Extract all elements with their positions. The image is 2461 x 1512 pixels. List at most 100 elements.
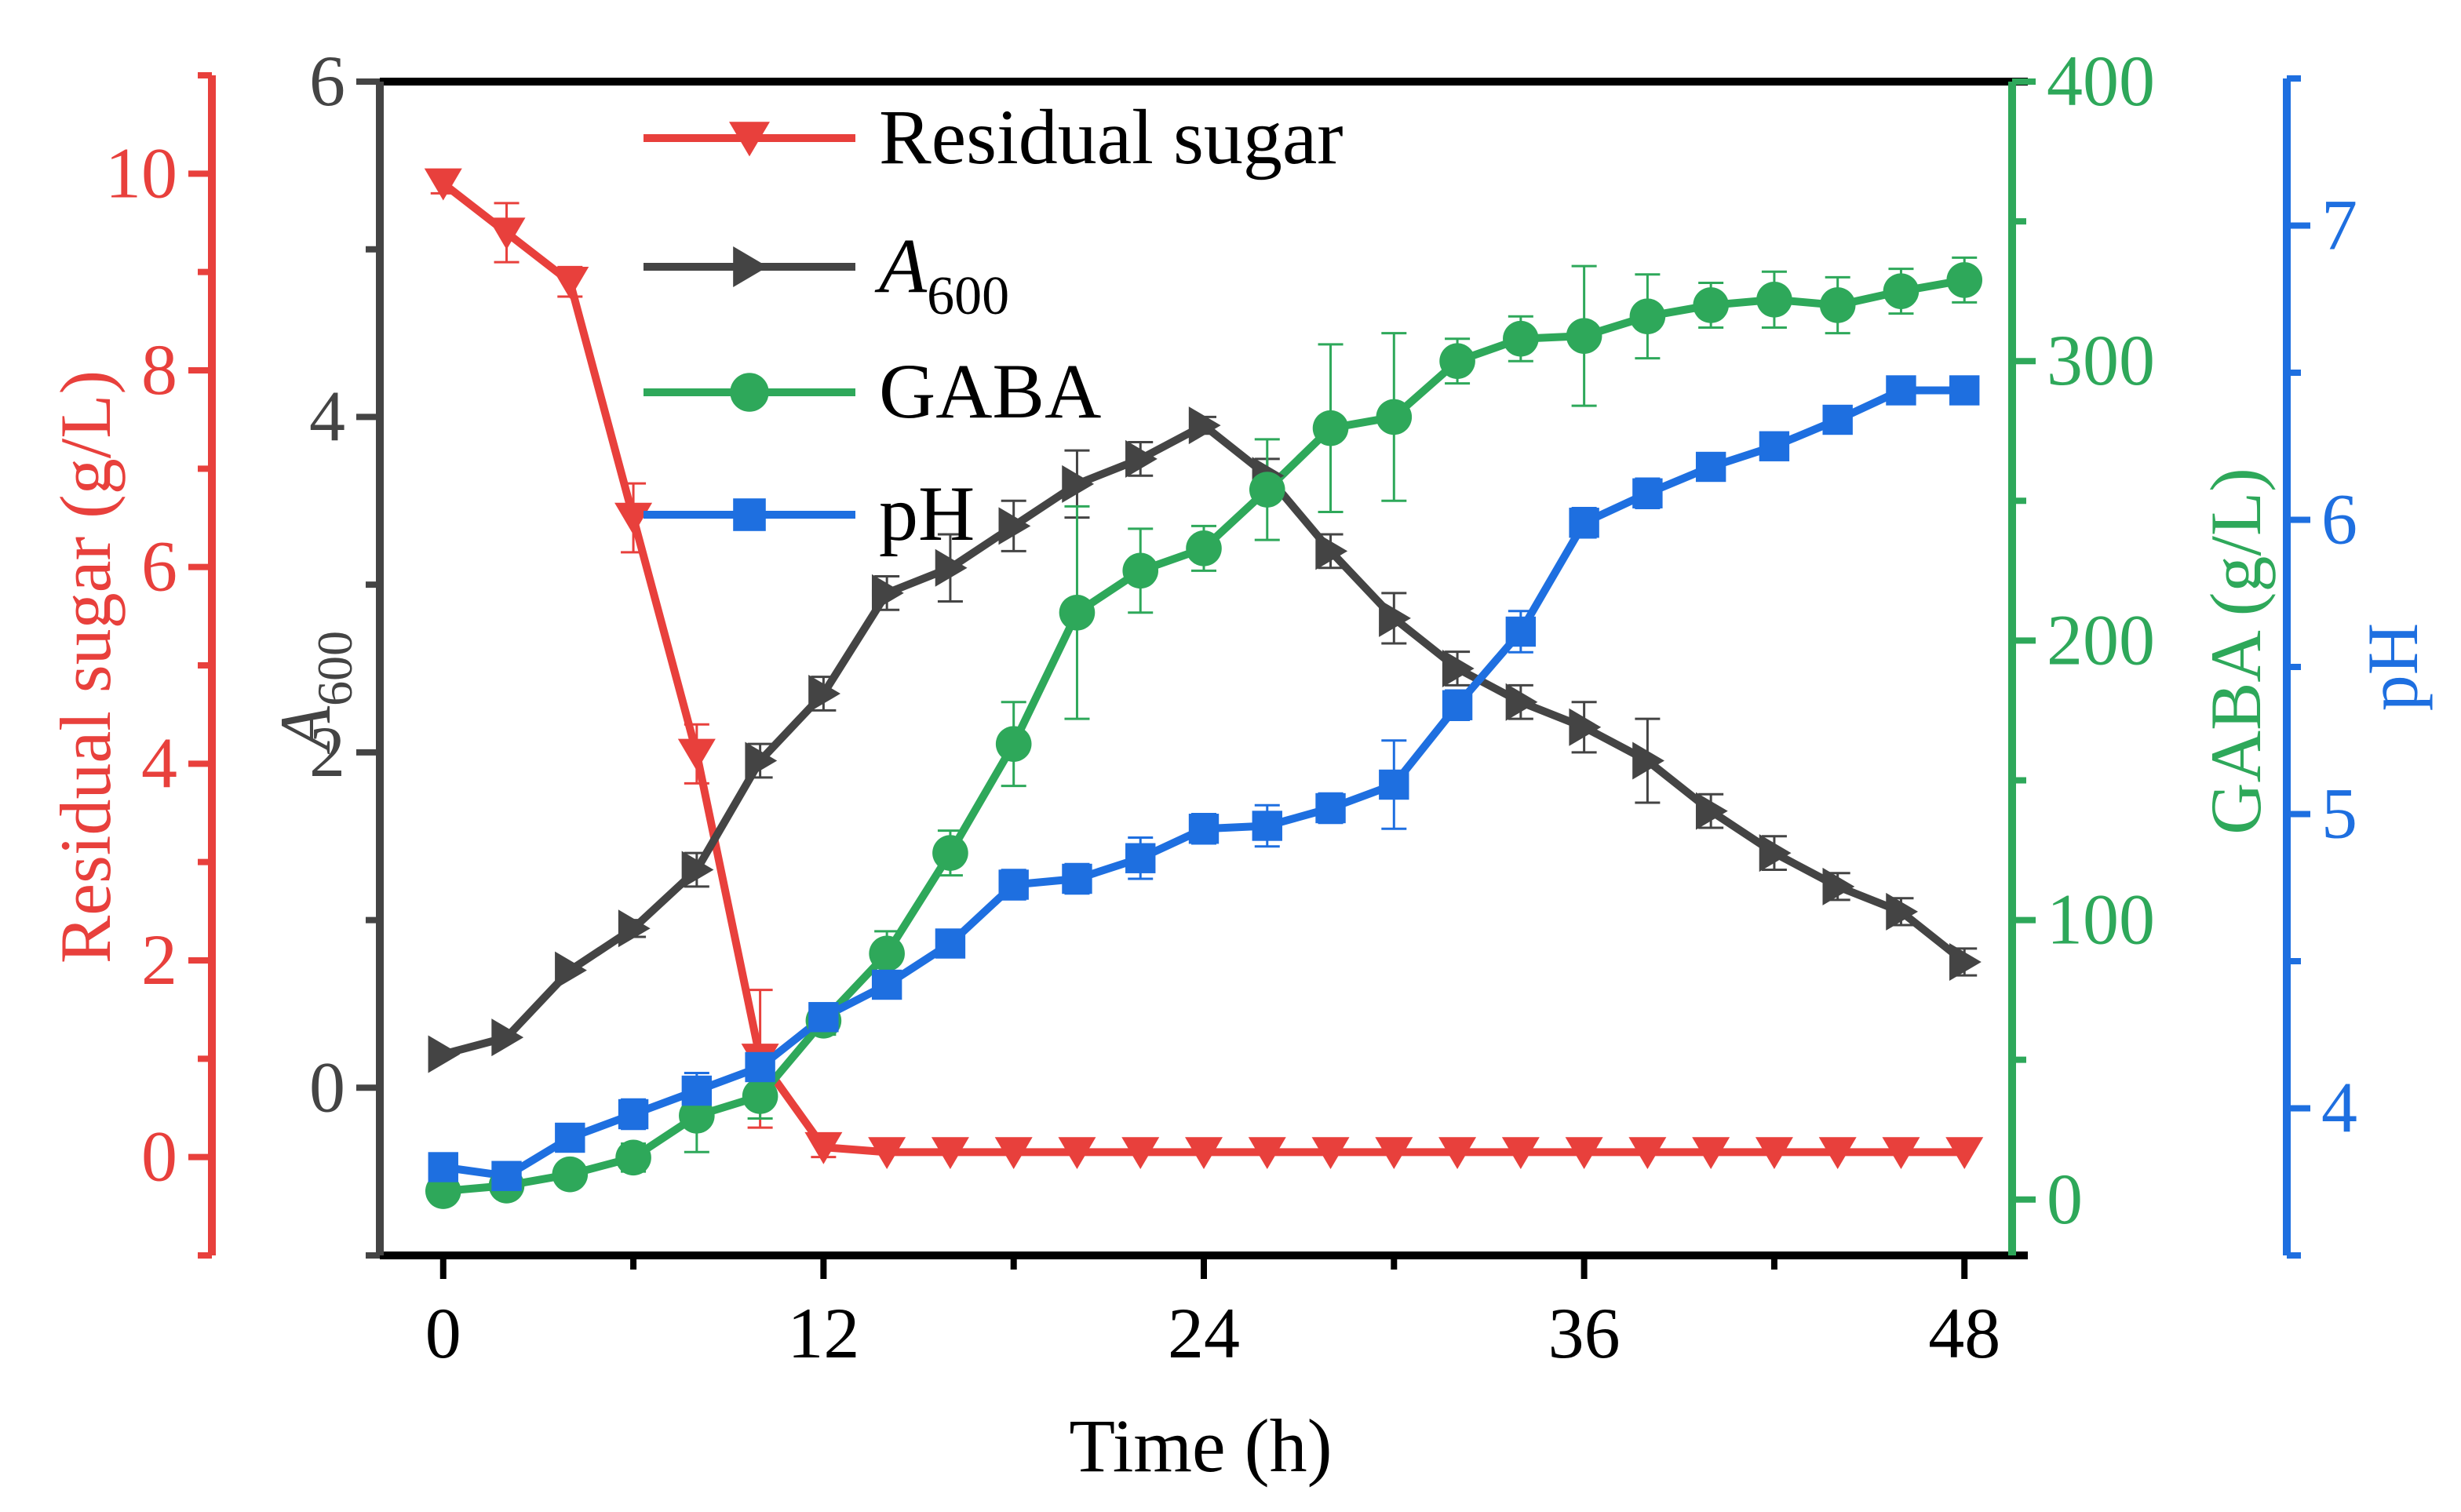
ph-data-point: [808, 1002, 839, 1033]
legend-marker-a600: [733, 246, 768, 287]
sugar-tick-label: 10: [105, 133, 177, 213]
ph-tick-label: 6: [2321, 479, 2357, 559]
ph-data-point: [1822, 404, 1853, 435]
x-tick-label: 36: [1548, 1293, 1621, 1373]
sugar-data-point: [931, 1137, 969, 1169]
ph-data-point: [935, 928, 966, 959]
a600-data-point: [428, 1035, 461, 1073]
sugar-data-point: [1058, 1137, 1096, 1169]
sugar-data-point: [1185, 1137, 1223, 1169]
gaba-data-point: [1503, 320, 1539, 357]
a600-data-point: [998, 507, 1031, 545]
ph-data-point: [998, 869, 1029, 900]
sugar-data-point: [1501, 1137, 1540, 1169]
a600-axis-title-main: A: [265, 705, 345, 755]
ph-data-point: [1188, 814, 1220, 844]
a600-data-point: [681, 851, 714, 889]
a600-data-point: [808, 675, 840, 713]
ph-data-point: [1125, 843, 1156, 873]
x-tick-label: 0: [425, 1293, 461, 1373]
gaba-data-point: [995, 726, 1032, 762]
sugar-data-point: [1628, 1137, 1667, 1169]
sugar-data-point: [1818, 1137, 1857, 1169]
ph-data-point: [745, 1051, 775, 1083]
residual-sugar-axis-title: Residual sugar (g/L): [46, 370, 126, 964]
a600-data-point: [1315, 532, 1348, 570]
a600-tick-label: 4: [309, 376, 345, 456]
a600-data-point: [1062, 465, 1095, 503]
gaba-data-point: [869, 935, 905, 972]
legend-marker-ph: [733, 498, 766, 531]
gaba-data-point: [1439, 343, 1475, 379]
ph-axis-title: pH: [2353, 623, 2433, 711]
gaba-data-point: [1312, 410, 1349, 446]
sugar-data-point: [1882, 1137, 1920, 1169]
gaba-data-point: [1946, 262, 1983, 298]
ph-tick-label: 7: [2321, 185, 2357, 265]
gaba-data-point: [615, 1139, 651, 1176]
a600-data-point: [1822, 867, 1855, 905]
x-tick-label: 24: [1168, 1293, 1240, 1373]
ph-data-point: [1759, 431, 1790, 461]
ph-data-point: [1062, 863, 1092, 894]
ph-data-point: [1695, 451, 1726, 483]
gaba-data-point: [1249, 472, 1285, 508]
ph-data-point: [555, 1122, 585, 1153]
ph-tick-label: 4: [2321, 1068, 2357, 1148]
gaba-data-point: [1693, 287, 1729, 323]
legend-label-a600: A600: [874, 222, 1009, 326]
a600-axis-title: A600: [265, 631, 363, 755]
gaba-data-point: [679, 1098, 715, 1134]
sugar-data-point: [1375, 1137, 1413, 1169]
sugar-data-point: [424, 168, 462, 201]
a600-data-point: [1379, 599, 1411, 637]
a600-tick-label: 2: [309, 712, 345, 792]
a600-data-point: [1188, 406, 1221, 445]
gaba-data-point: [1059, 594, 1096, 631]
a600-tick-label: 0: [309, 1047, 345, 1127]
gaba-data-point: [1883, 273, 1920, 309]
ph-data-point: [1569, 508, 1599, 538]
x-tick-label: 48: [1928, 1293, 2000, 1373]
sugar-data-point: [487, 217, 526, 250]
legend-label-ph: pH: [879, 470, 975, 557]
gaba-tick-label: 200: [2047, 599, 2155, 679]
sugar-data-point: [868, 1137, 906, 1169]
gaba-data-point: [1186, 530, 1222, 567]
gaba-data-point: [1756, 282, 1792, 318]
gaba-data-point: [552, 1156, 589, 1193]
sugar-tick-label: 2: [141, 920, 177, 1000]
sugar-tick-label: 8: [141, 330, 177, 410]
gaba-data-point: [932, 835, 968, 871]
ph-data-point: [1315, 792, 1346, 824]
ph-data-point: [1379, 769, 1409, 800]
a600-data-point: [555, 951, 587, 989]
gaba-data-point: [1376, 399, 1413, 435]
sugar-data-point: [1121, 1137, 1160, 1169]
sugar-data-point: [1438, 1137, 1477, 1169]
a600-data-point: [935, 548, 968, 587]
a600-data-point: [1569, 708, 1602, 746]
a600-data-point: [618, 909, 651, 948]
a600-data-point: [1949, 943, 1982, 981]
a600-data-point: [491, 1018, 524, 1057]
sugar-data-point: [1248, 1137, 1286, 1169]
sugar-data-point: [1692, 1137, 1730, 1169]
legend-label-sugar: Residual sugar: [879, 93, 1344, 180]
ph-data-point: [1632, 478, 1663, 508]
ph-data-point: [491, 1160, 522, 1191]
gaba-axis-title: GABA (g/L): [2196, 468, 2276, 835]
sugar-data-point: [994, 1137, 1033, 1169]
gaba-data-point: [742, 1078, 778, 1114]
a600-data-point: [1505, 683, 1538, 721]
ph-data-point: [1442, 690, 1473, 720]
gaba-tick-label: 0: [2047, 1159, 2083, 1239]
gaba-tick-label: 400: [2047, 41, 2155, 121]
legend-label-gaba: GABA: [879, 348, 1101, 435]
sugar-data-point: [614, 502, 653, 535]
a600-data-point: [871, 574, 904, 612]
gaba-tick-label: 100: [2047, 880, 2155, 960]
a600-axis-title-sub: 600: [307, 631, 363, 706]
gaba-data-point: [1819, 287, 1856, 323]
